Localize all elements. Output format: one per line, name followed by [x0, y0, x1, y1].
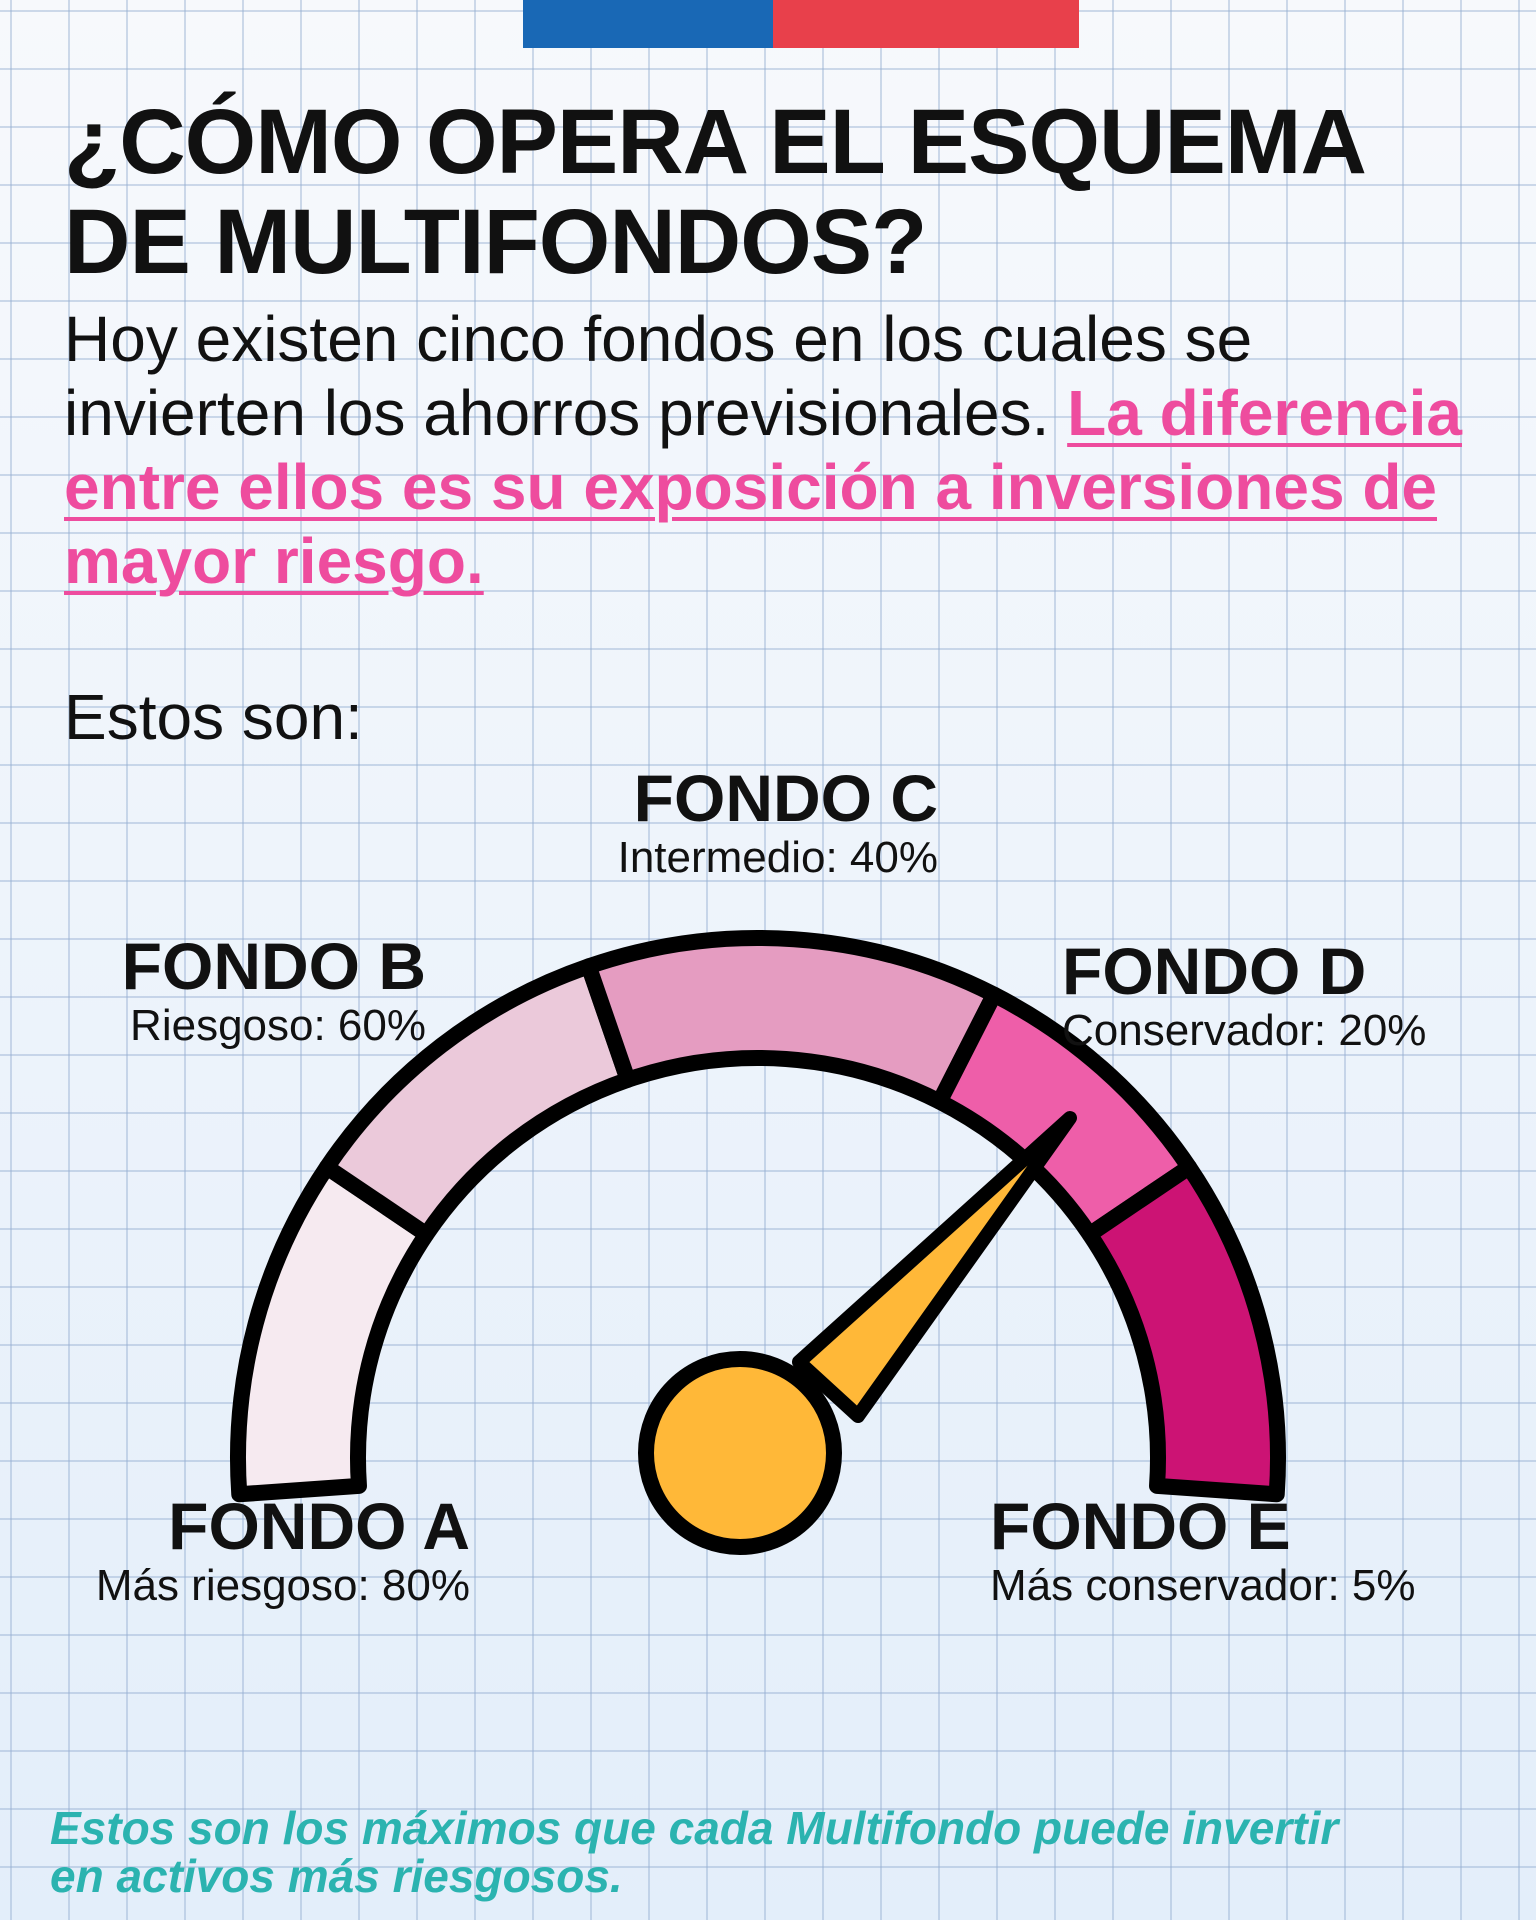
- fund-d-label: FONDO D Conservador: 20%: [1062, 935, 1426, 1055]
- intro-plain: Hoy existen cinco fondos en los cuales s…: [64, 303, 1253, 449]
- fund-e-desc: Más conservador: 5%: [990, 1561, 1416, 1610]
- intro-text: Hoy existen cinco fondos en los cuales s…: [64, 302, 1484, 598]
- fund-d-desc: Conservador: 20%: [1062, 1006, 1427, 1055]
- lead-text: Estos son:: [64, 681, 363, 753]
- intro-highlight: La diferencia entre ellos es su exposici…: [64, 377, 1462, 597]
- needle-hub: [638, 1351, 842, 1555]
- fund-c-desc: Intermedio: 40%: [617, 833, 938, 882]
- fund-a-name: FONDO A: [168, 1489, 470, 1563]
- gauge-segment-fondo-c: [580, 930, 1003, 1110]
- gauge-segment-fondo-e: [1081, 1159, 1286, 1503]
- flag-blue-stripe: [523, 0, 773, 48]
- gauge-segments: [230, 930, 1286, 1503]
- fund-d-name: FONDO D: [1062, 934, 1367, 1008]
- flag-red-stripe: [773, 0, 1079, 48]
- fund-b-label: FONDO B Riesgoso: 60%: [122, 930, 426, 1050]
- fund-c-name: FONDO C: [633, 761, 938, 835]
- fund-b-name: FONDO B: [121, 929, 426, 1003]
- title-line-2: DE MULTIFONDOS?: [64, 191, 927, 293]
- title-line-1: ¿CÓMO OPERA EL ESQUEMA: [64, 91, 1367, 193]
- fund-e-label: FONDO E Más conservador: 5%: [990, 1490, 1416, 1610]
- fund-b-desc: Riesgoso: 60%: [130, 1001, 426, 1050]
- fund-c-label: FONDO C Intermedio: 40%: [618, 762, 938, 882]
- fund-e-name: FONDO E: [990, 1489, 1291, 1563]
- page-title: ¿CÓMO OPERA EL ESQUEMA DE MULTIFONDOS?: [64, 92, 1484, 292]
- footnote: Estos son los máximos que cada Multifond…: [50, 1802, 1339, 1902]
- fund-a-label: FONDO A Más riesgoso: 80%: [96, 1490, 470, 1610]
- needle-pointer: [792, 1111, 1077, 1423]
- fund-a-desc: Más riesgoso: 80%: [95, 1561, 470, 1610]
- gauge-needle: [638, 1111, 1077, 1555]
